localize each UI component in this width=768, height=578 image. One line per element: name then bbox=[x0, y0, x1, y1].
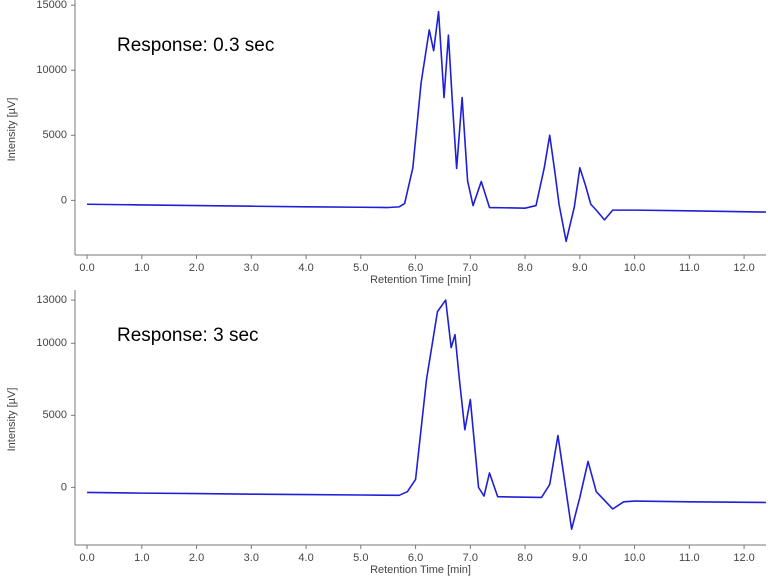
x-tick-label: 4.0 bbox=[298, 552, 313, 564]
x-tick-label: 6.0 bbox=[408, 262, 423, 274]
x-axis-title: Retention Time [min] bbox=[370, 564, 471, 576]
annotation: Response: 0.3 sec bbox=[117, 35, 274, 56]
y-tick-label: 13000 bbox=[36, 294, 67, 306]
x-tick-label: 0.0 bbox=[79, 552, 94, 564]
annotation: Response: 3 sec bbox=[117, 325, 259, 346]
x-tick-label: 7.0 bbox=[463, 552, 478, 564]
x-tick-label: 6.0 bbox=[408, 552, 423, 564]
x-axis-title: Retention Time [min] bbox=[370, 274, 471, 286]
x-tick-label: 9.0 bbox=[572, 262, 587, 274]
x-tick-label: 7.0 bbox=[463, 262, 478, 274]
x-tick-label: 8.0 bbox=[517, 262, 532, 274]
y-tick-label: 5000 bbox=[43, 409, 67, 421]
x-tick-label: 12.0 bbox=[733, 262, 754, 274]
x-tick-label: 10.0 bbox=[624, 552, 645, 564]
x-tick-label: 4.0 bbox=[298, 262, 313, 274]
x-tick-label: 2.0 bbox=[189, 262, 204, 274]
y-tick-label: 5000 bbox=[43, 129, 67, 141]
data-line bbox=[87, 299, 767, 530]
y-tick-label: 10000 bbox=[36, 64, 67, 76]
x-tick-label: 8.0 bbox=[517, 552, 532, 564]
y-tick-label: 0 bbox=[61, 194, 67, 206]
y-axis-title: Intensity [µV] bbox=[6, 388, 18, 452]
data-line bbox=[87, 10, 767, 243]
x-tick-label: 11.0 bbox=[679, 262, 700, 274]
x-tick-label: 1.0 bbox=[134, 552, 149, 564]
y-tick-label: 10000 bbox=[36, 337, 67, 349]
x-tick-label: 0.0 bbox=[79, 262, 94, 274]
x-tick-label: 1.0 bbox=[134, 262, 149, 274]
x-tick-label: 10.0 bbox=[624, 262, 645, 274]
x-tick-label: 2.0 bbox=[189, 552, 204, 564]
y-tick-label: 0 bbox=[61, 481, 67, 493]
y-axis-title: Intensity [µV] bbox=[6, 98, 18, 162]
x-tick-label: 5.0 bbox=[353, 552, 368, 564]
x-tick-label: 12.0 bbox=[733, 552, 754, 564]
x-tick-label: 5.0 bbox=[353, 262, 368, 274]
x-tick-label: 9.0 bbox=[572, 552, 587, 564]
x-tick-label: 11.0 bbox=[679, 552, 700, 564]
x-tick-label: 3.0 bbox=[244, 262, 259, 274]
y-tick-label: 15000 bbox=[36, 0, 67, 11]
x-tick-label: 3.0 bbox=[244, 552, 259, 564]
